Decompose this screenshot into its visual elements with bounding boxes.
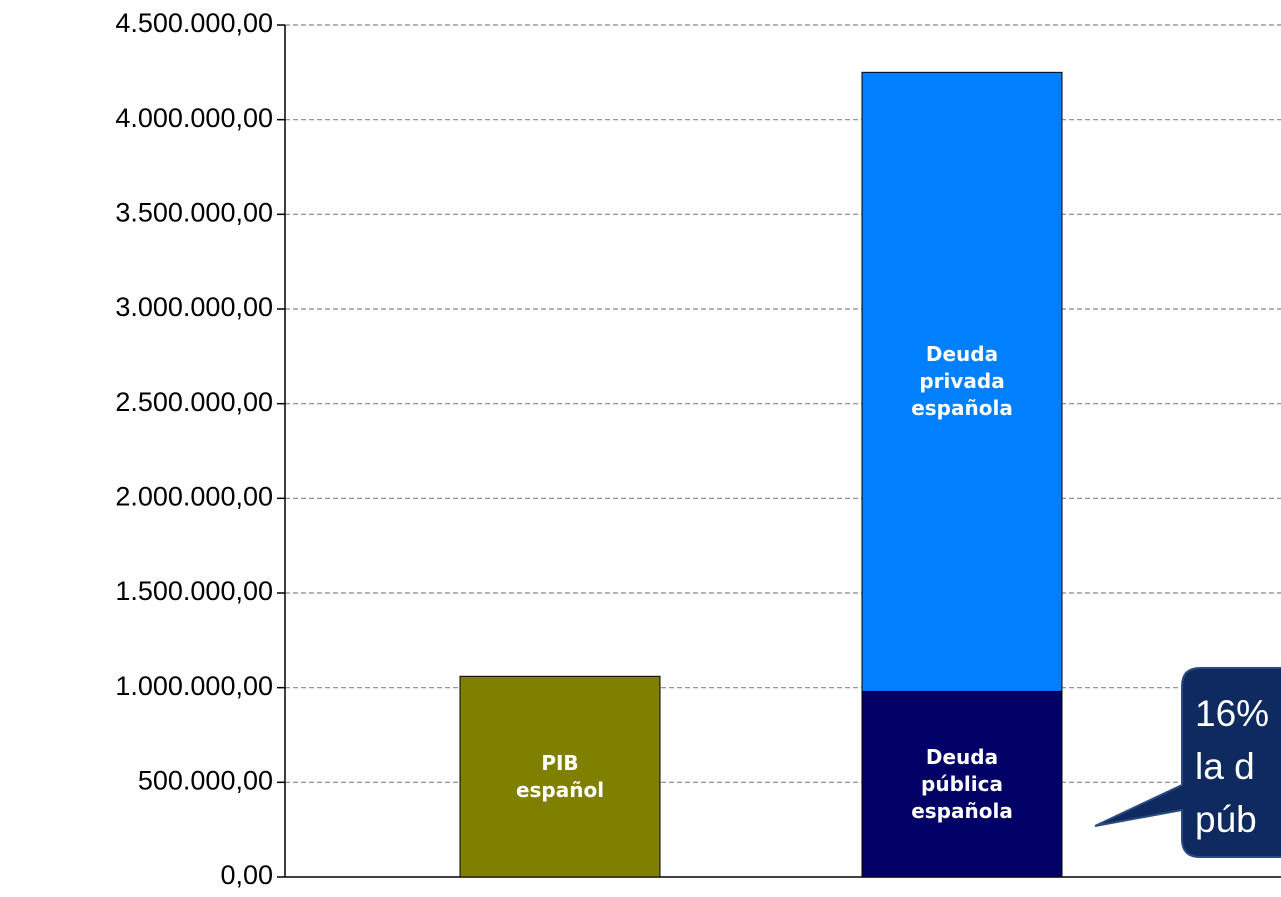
bar-segment: [861, 71, 1063, 692]
y-tick-label: 3.500.000,00: [115, 197, 273, 227]
segment-label-box: PIB español: [515, 750, 605, 802]
y-tick-label: 3.000.000,00: [115, 292, 273, 322]
annotation-text: púb: [1195, 799, 1257, 840]
callout: [1094, 667, 1281, 858]
y-tick-label: 1.000.000,00: [115, 671, 273, 701]
bar-segment: [459, 675, 661, 878]
y-tick-label: 4.500.000,00: [115, 8, 273, 38]
segment-label-box: Deuda privada española: [911, 342, 1013, 421]
y-tick-label: 0,00: [220, 860, 273, 890]
segment-label-box: Deuda pública española: [911, 744, 1013, 823]
legend-label: Deuda pública española: [911, 744, 1013, 823]
y-tick-label: 500.000,00: [138, 765, 273, 795]
y-tick-label: 2.500.000,00: [115, 387, 273, 417]
annotation-text: la d: [1195, 746, 1255, 787]
y-tick-label: 2.000.000,00: [115, 481, 273, 511]
legend-label: Deuda privada española: [911, 342, 1013, 421]
y-tick-label: 1.500.000,00: [115, 576, 273, 606]
y-tick-label: 4.000.000,00: [115, 103, 273, 133]
bar-segment: [861, 690, 1063, 878]
legend-label: PIB español: [515, 750, 605, 802]
annotation-text: 16%: [1195, 693, 1269, 734]
